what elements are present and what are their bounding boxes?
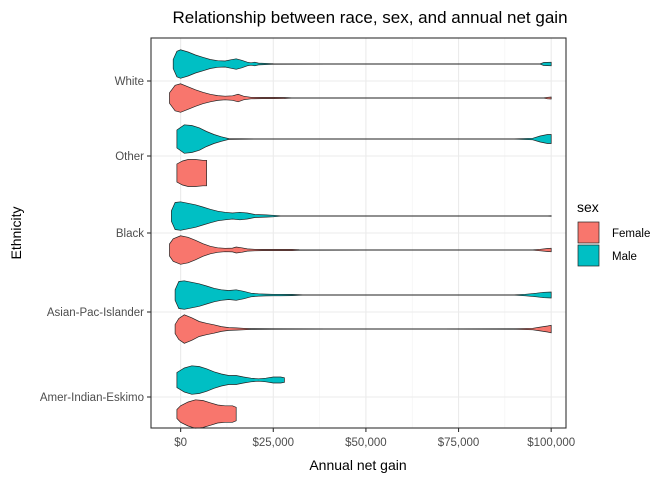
grid-lines: [151, 38, 566, 428]
violins: [169, 49, 552, 429]
y-tick-label: Black: [116, 228, 144, 240]
y-tick-label: Other: [115, 151, 144, 163]
legend-label-male: Male: [612, 251, 637, 263]
violin-female-amer-indian-eskimo: [176, 399, 237, 429]
legend-title: sex: [577, 199, 599, 215]
axis-ticks: $0 $25,000 $50,000 $75,000 $100,000 Amer-Indi…: [40, 76, 575, 449]
violin-female-black: [169, 235, 552, 265]
legend-key-male: [577, 244, 600, 267]
legend: sex Female Male: [577, 199, 650, 267]
violin-female-asian-pac-islander: [174, 314, 552, 344]
chart-title: Relationship between race, sex, and annu…: [172, 8, 567, 27]
violin-male-asian-pac-islander: [174, 280, 552, 310]
x-tick-label: $100,000: [527, 437, 575, 449]
violin-female-white: [169, 83, 552, 113]
x-axis-title: Annual net gain: [309, 457, 406, 473]
y-tick-label: Asian-Pac-Islander: [47, 307, 144, 319]
x-tick-label: $75,000: [438, 437, 480, 449]
x-tick-label: $50,000: [345, 437, 387, 449]
violin-male-amer-indian-eskimo: [176, 365, 285, 395]
y-axis-title: Ethnicity: [8, 207, 24, 260]
legend-label-female: Female: [612, 228, 650, 240]
violin-male-other: [176, 124, 552, 154]
violin-male-black: [171, 201, 552, 231]
x-tick-label: $0: [174, 437, 187, 449]
y-tick-label: White: [115, 76, 144, 88]
violin-female-other: [176, 159, 207, 187]
legend-key-female: [577, 221, 600, 244]
y-tick-label: Amer-Indian-Eskimo: [40, 392, 144, 404]
x-tick-label: $25,000: [252, 437, 294, 449]
violin-male-white: [172, 49, 552, 79]
